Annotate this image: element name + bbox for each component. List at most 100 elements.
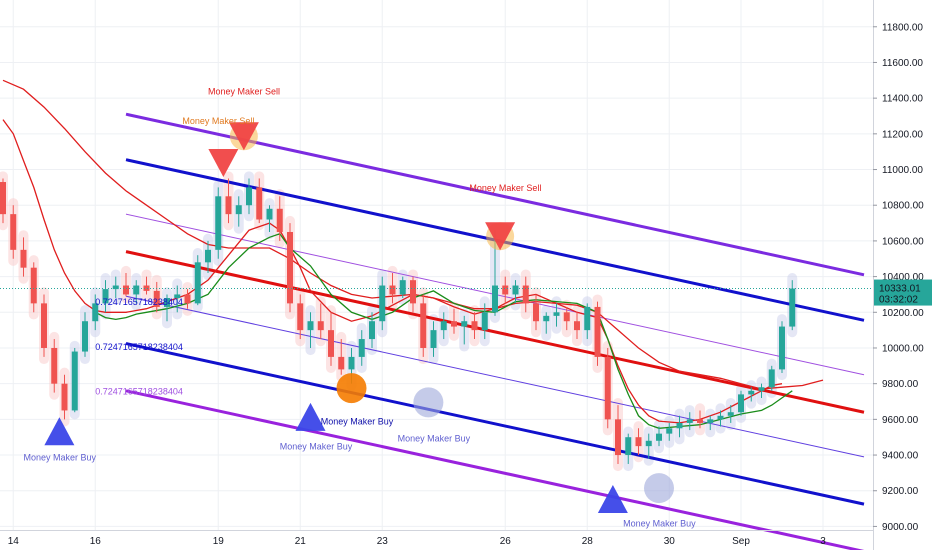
candle-body [543,315,550,322]
candlestick [666,422,673,441]
candlestick [30,262,37,313]
candle-body [389,285,396,295]
sell-signal-triangle [485,222,516,251]
candlestick [553,303,560,327]
candle-body [461,321,468,327]
candle-body [41,303,47,348]
candle-body [30,267,37,304]
candlestick [451,308,457,334]
candle-body [10,214,17,250]
candle-body [686,419,693,423]
candlestick [707,415,714,431]
price-axis-label: 10000.00 [882,343,924,354]
channel-line-fib_bottom [125,295,865,458]
time-axis-label: 14 [8,536,20,547]
fib-level-label: 0.7247165718238404 [95,342,183,352]
candlestick [194,255,201,306]
candle-body [502,285,509,295]
candlestick [471,312,478,340]
candlestick [481,303,488,340]
candlestick [0,178,6,224]
signal-markers [44,122,674,514]
candle-body [492,285,498,313]
signal-circle [336,373,367,404]
candlestick [276,196,283,241]
channel-line-center [125,250,865,414]
candle-body [676,422,683,429]
candlestick [512,280,519,304]
regression-channel [125,112,865,550]
candlestick [61,374,68,420]
candle-body [174,294,181,299]
price-axis-label: 9200.00 [882,486,919,497]
price-axis-label: 10200.00 [882,308,924,319]
candle-body [789,288,796,327]
candle-body [451,321,457,327]
time-axis-label: 30 [664,536,676,547]
candle-body [399,280,406,295]
candlesticks [0,178,796,464]
candlestick [697,410,703,429]
price-axis-label: 9800.00 [882,379,919,390]
candle-body [328,330,334,357]
price-axis-label: 11200.00 [882,129,923,140]
candle-body [379,285,386,322]
candlestick [246,178,252,215]
current-price-badge[interactable] [874,279,932,306]
candle-body [246,187,252,206]
candlestick [717,410,724,427]
candlestick [758,383,765,398]
candlestick [225,178,232,224]
candlestick [317,303,324,340]
candlestick [307,312,314,348]
candlestick [522,276,529,313]
signal-circle [644,473,674,504]
price-axis-label: 10600.00 [882,236,924,247]
candle-body [533,303,539,322]
candlestick [379,276,386,331]
time-axis-label: Sep [732,536,750,547]
candle-body [748,390,755,395]
candle-body [420,303,427,348]
candle-body [574,321,580,331]
candlestick [738,390,744,416]
candle-body [215,196,222,250]
signal-annotation: Money Maker Buy [24,452,97,462]
signal-annotation: Money Maker Sell [182,116,254,126]
candle-body [758,387,765,391]
candle-body [553,312,560,316]
candle-body [153,290,160,307]
candlestick [779,321,785,373]
price-axis-label: 11400.00 [882,94,923,105]
candle-body [92,303,99,322]
signal-annotation: Money Maker Buy [280,442,353,452]
candle-body [184,294,191,304]
candle-body [717,415,724,420]
candle-body [430,330,437,348]
candle-body [194,262,201,304]
candle-body [768,369,775,388]
candlestick [205,240,211,274]
candle-body [615,419,621,456]
candle-body [276,208,283,232]
candlestick [41,294,47,357]
candlestick [71,347,78,413]
moving-average-line [2,119,783,424]
channel-line-outer_bottom [125,389,865,550]
candle-body [307,321,314,331]
candle-body [779,326,785,370]
candle-body [61,383,68,411]
candle-body [235,205,242,215]
channel-line-inner_bottom [125,342,865,506]
candle-body [471,321,478,331]
candle-body [481,312,488,331]
time-axis-label: 16 [90,536,102,547]
candlestick [102,280,109,313]
candlestick [420,294,427,357]
candle-body [205,249,211,263]
candle-body [102,289,109,304]
candlestick [92,294,99,331]
candlestick [430,321,437,357]
